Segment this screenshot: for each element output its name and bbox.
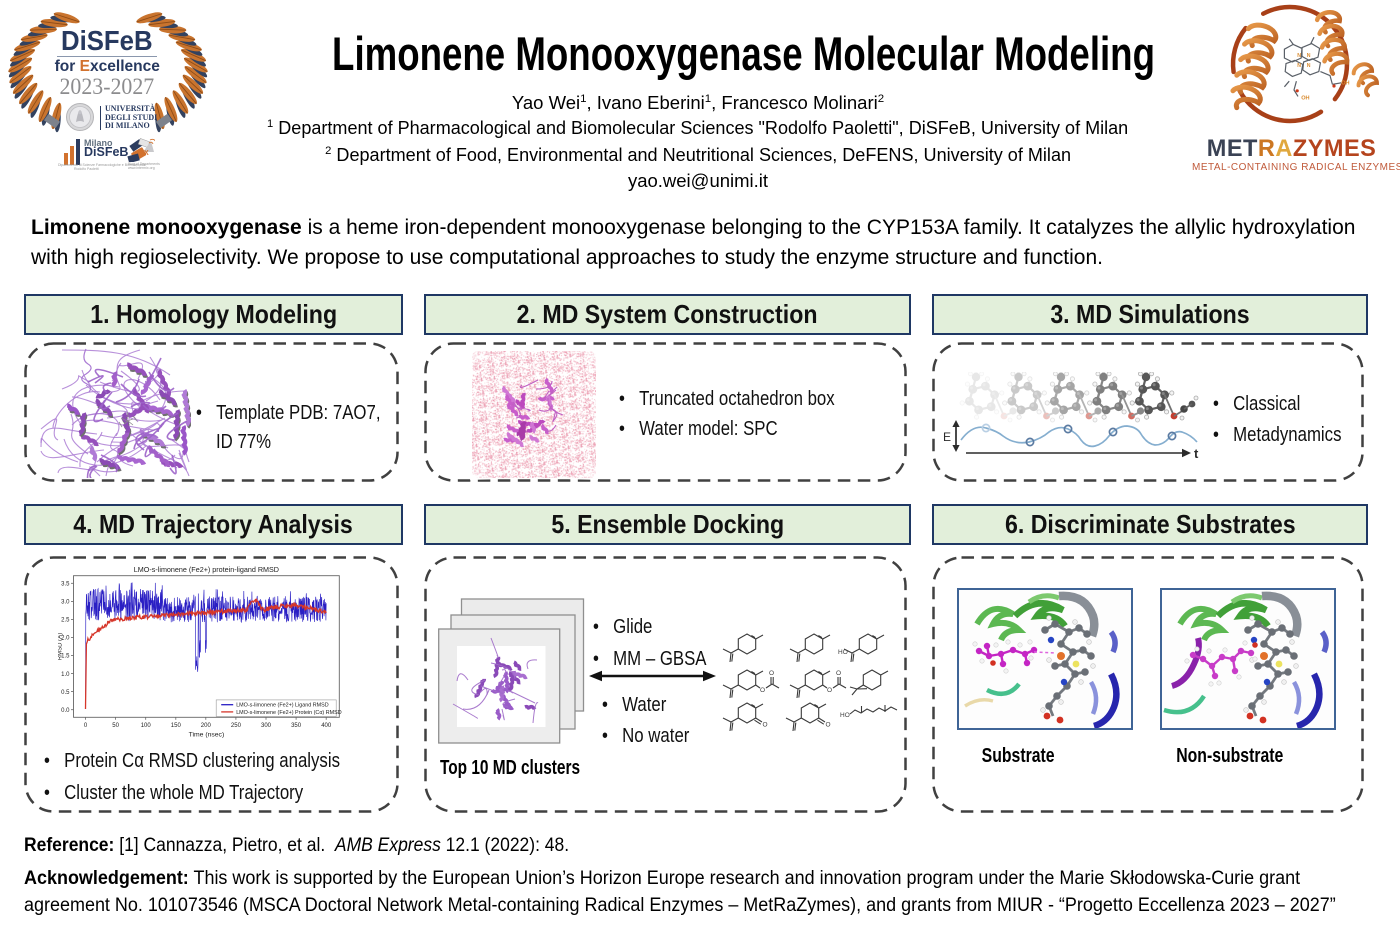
svg-text:2.5: 2.5 bbox=[61, 618, 70, 624]
svg-text:OH: OH bbox=[1341, 80, 1349, 86]
svg-text:E: E bbox=[943, 430, 951, 444]
svg-text:O: O bbox=[827, 687, 832, 694]
svg-text:N: N bbox=[1297, 63, 1301, 69]
svg-text:1.0: 1.0 bbox=[61, 672, 70, 678]
svg-text:350: 350 bbox=[291, 723, 302, 729]
svg-text:LMO-s-limonene (Fe2+) Protein: LMO-s-limonene (Fe2+) Protein (Cα) RMSD bbox=[236, 710, 342, 716]
svg-text:3.0: 3.0 bbox=[61, 600, 70, 606]
svg-text:150: 150 bbox=[171, 723, 182, 729]
svg-text:N: N bbox=[1307, 53, 1311, 59]
svg-text:0.5: 0.5 bbox=[61, 690, 70, 696]
svg-text:N: N bbox=[1297, 53, 1301, 59]
svg-text:50: 50 bbox=[112, 723, 119, 729]
svg-text:200: 200 bbox=[201, 723, 212, 729]
svg-text:3.5: 3.5 bbox=[61, 582, 70, 588]
svg-text:RMSD (Å): RMSD (Å) bbox=[58, 633, 64, 660]
svg-text:O: O bbox=[769, 670, 774, 677]
svg-text:2.0: 2.0 bbox=[61, 636, 70, 642]
svg-text:0: 0 bbox=[84, 723, 88, 729]
svg-text:O: O bbox=[760, 687, 765, 694]
svg-text:0.0: 0.0 bbox=[61, 708, 70, 714]
svg-text:O: O bbox=[763, 722, 768, 729]
svg-text:LMO-s-limonene (Fe2+) protein-: LMO-s-limonene (Fe2+) protein-ligand RMS… bbox=[134, 565, 279, 574]
svg-text:300: 300 bbox=[261, 723, 272, 729]
svg-text:Time (nsec): Time (nsec) bbox=[189, 731, 225, 738]
svg-text:HO: HO bbox=[840, 712, 850, 719]
svg-text:X: X bbox=[144, 150, 149, 157]
svg-text:1.5: 1.5 bbox=[61, 654, 70, 660]
svg-text:OH: OH bbox=[1301, 96, 1309, 102]
svg-text:O: O bbox=[826, 722, 831, 729]
svg-text:LMO-s-limonene (Fe2+) Ligand R: LMO-s-limonene (Fe2+) Ligand RMSD bbox=[236, 703, 329, 709]
svg-text:O: O bbox=[836, 670, 841, 677]
svg-text:100: 100 bbox=[141, 723, 152, 729]
svg-text:N: N bbox=[1307, 63, 1311, 69]
svg-text:400: 400 bbox=[321, 723, 332, 729]
svg-text:250: 250 bbox=[231, 723, 242, 729]
svg-text:HO: HO bbox=[838, 649, 848, 656]
svg-text:t: t bbox=[1194, 446, 1199, 460]
